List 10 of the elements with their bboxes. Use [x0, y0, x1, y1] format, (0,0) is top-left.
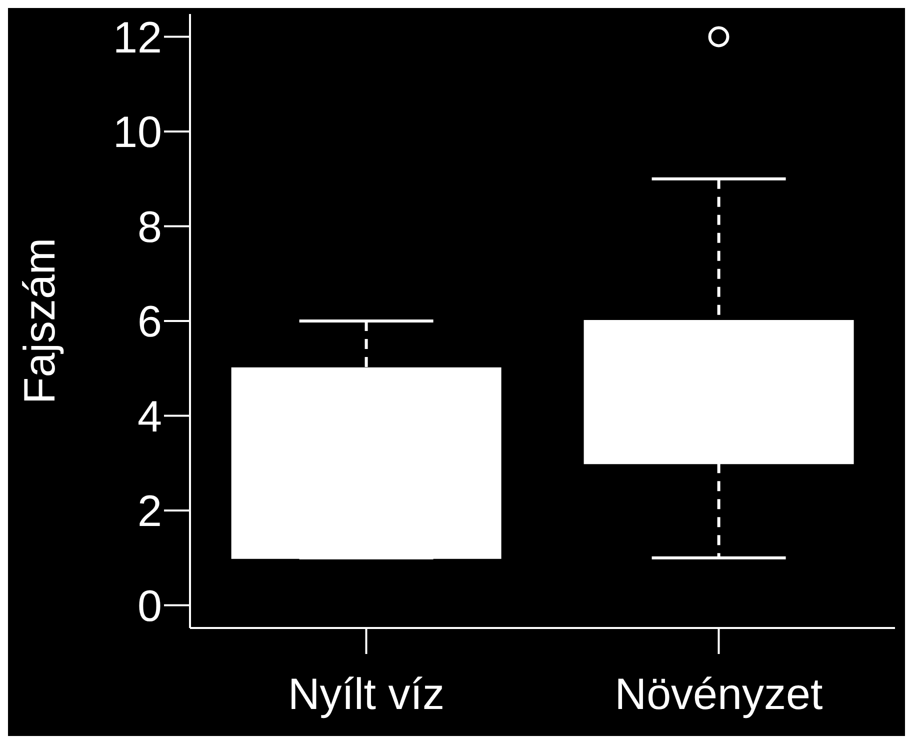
x-tick-label: Növényzet: [614, 670, 823, 720]
y-tick-label: 8: [138, 202, 162, 252]
y-axis-title: Fajszám: [16, 238, 65, 404]
x-tick-label: Nyílt víz: [288, 670, 444, 720]
y-tick-label: 0: [138, 582, 162, 631]
y-tick-label: 4: [138, 392, 162, 442]
y-tick-label: 12: [113, 13, 162, 62]
y-tick-label: 10: [113, 108, 162, 158]
y-tick-label: 6: [138, 298, 162, 347]
y-tick-label: 2: [138, 487, 162, 536]
